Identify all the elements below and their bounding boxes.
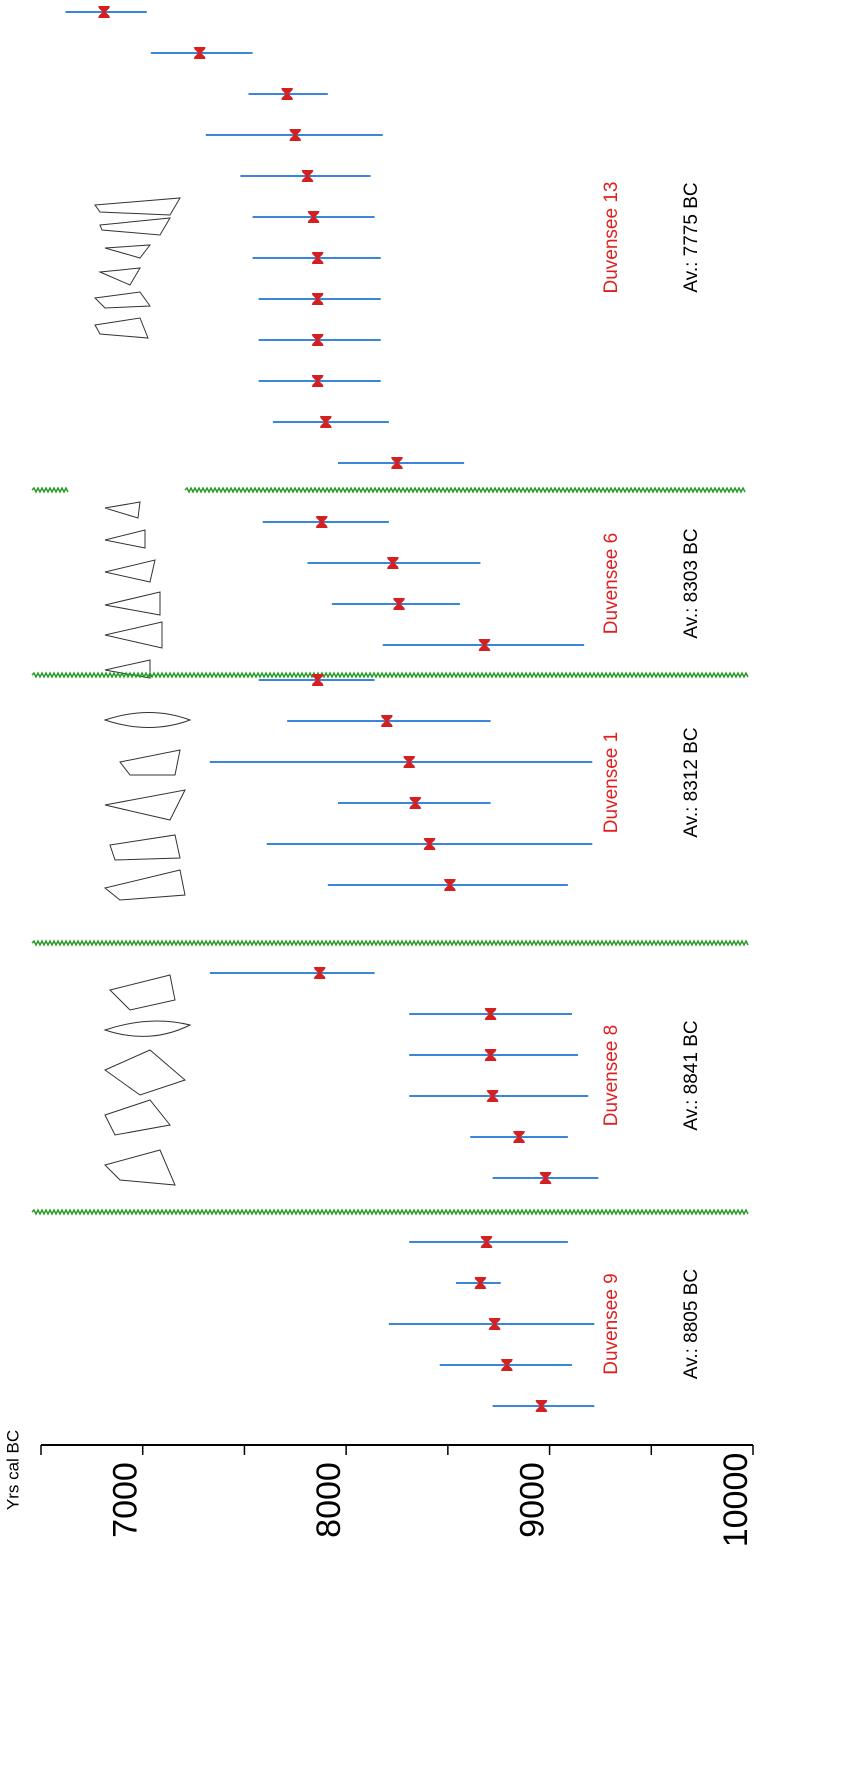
point xyxy=(311,252,324,264)
point xyxy=(539,1172,552,1184)
group-name: Duvensee 6 xyxy=(601,533,622,634)
x-tick-label: 9000 xyxy=(514,1462,552,1538)
artifacts-d13 xyxy=(93,197,181,339)
artifacts-d1 xyxy=(103,712,192,901)
group-average: Av.: 8303 BC xyxy=(681,528,702,638)
point xyxy=(488,1318,501,1330)
point xyxy=(311,375,324,387)
artifacts-d8 xyxy=(103,974,192,1186)
point xyxy=(423,838,436,850)
group-divider xyxy=(31,1208,749,1216)
point xyxy=(193,47,206,59)
point xyxy=(443,879,456,891)
group-name: Duvensee 9 xyxy=(601,1273,622,1374)
group-average: Av.: 8312 BC xyxy=(681,727,702,837)
point xyxy=(319,416,332,428)
x-axis-label: Yrs cal BC xyxy=(3,1430,22,1510)
point xyxy=(311,334,324,346)
point xyxy=(500,1359,513,1371)
group-divider xyxy=(31,671,749,679)
group-divider xyxy=(31,939,749,947)
point xyxy=(486,1090,499,1102)
group-name: Duvensee 13 xyxy=(601,182,622,294)
point xyxy=(311,293,324,305)
point xyxy=(281,88,294,100)
group-name: Duvensee 1 xyxy=(601,732,622,833)
group-name: Duvensee 8 xyxy=(601,1025,622,1126)
point xyxy=(484,1049,497,1061)
point xyxy=(97,6,111,18)
group-average: Av.: 8805 BC xyxy=(681,1269,702,1379)
group-divider xyxy=(31,486,69,494)
point xyxy=(535,1400,548,1412)
point xyxy=(478,639,491,651)
point xyxy=(313,967,326,979)
x-tick-label: 10000 xyxy=(717,1453,755,1548)
point xyxy=(289,129,302,141)
group-average: Av.: 7775 BC xyxy=(681,182,702,292)
point xyxy=(307,211,320,223)
point xyxy=(474,1277,487,1289)
point xyxy=(484,1008,497,1020)
point xyxy=(390,457,404,469)
point xyxy=(403,756,416,768)
point xyxy=(311,674,324,686)
artifacts-d6 xyxy=(104,501,163,679)
point xyxy=(512,1131,526,1143)
point xyxy=(480,1236,493,1248)
point xyxy=(392,598,406,610)
point xyxy=(380,715,393,727)
point xyxy=(386,557,400,569)
artifact-drawings xyxy=(93,197,192,1186)
group-average: Av.: 8841 BC xyxy=(681,1020,702,1130)
point xyxy=(301,170,314,182)
x-tick-label: 7000 xyxy=(107,1462,145,1538)
point xyxy=(315,516,328,528)
group-divider xyxy=(184,486,746,494)
x-tick-label: 8000 xyxy=(310,1462,348,1538)
point xyxy=(409,797,422,809)
